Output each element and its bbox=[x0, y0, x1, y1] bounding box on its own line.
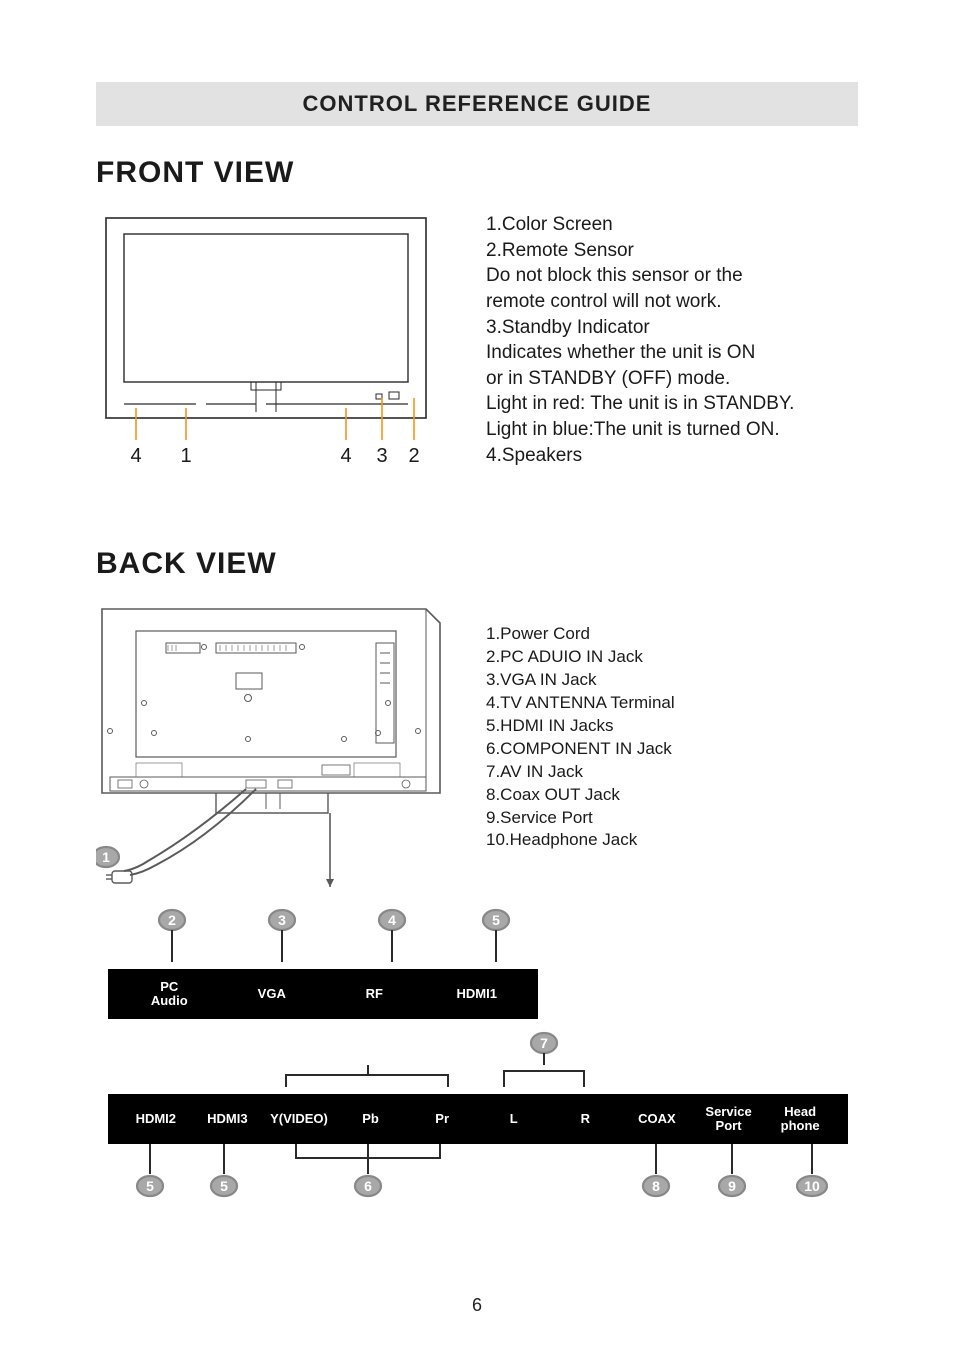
p1-c5: 5 bbox=[492, 912, 500, 928]
back-l10: 10.Headphone Jack bbox=[486, 829, 675, 852]
port-l: L bbox=[478, 1112, 550, 1126]
back-l2: 2.PC ADUIO IN Jack bbox=[486, 646, 675, 669]
p2-c6: 6 bbox=[364, 1178, 372, 1194]
front-l3: Do not block this sensor or the bbox=[486, 263, 794, 289]
port-pr: Pr bbox=[406, 1112, 478, 1126]
front-l7: or in STANDBY (OFF) mode. bbox=[486, 366, 794, 392]
port-vga: VGA bbox=[232, 987, 312, 1001]
port-hdmi3: HDMI3 bbox=[192, 1112, 264, 1126]
port-service: Service Port bbox=[693, 1105, 765, 1134]
p2-c5a: 5 bbox=[146, 1178, 154, 1194]
back-heading: BACK VIEW bbox=[96, 547, 858, 581]
panel2: HDMI2 HDMI3 Y(VIDEO) Pb Pr L R COAX Serv… bbox=[108, 1094, 848, 1144]
front-callout-4b: 4 bbox=[340, 445, 351, 467]
tv-front-icon: 4 1 4 3 2 bbox=[96, 212, 446, 482]
port-coax: COAX bbox=[621, 1112, 693, 1126]
panel2-bottom-callouts-icon: 5 5 6 8 9 10 bbox=[96, 1144, 856, 1200]
back-desc: 1.Power Cord 2.PC ADUIO IN Jack 3.VGA IN… bbox=[486, 603, 675, 852]
front-l6: Indicates whether the unit is ON bbox=[486, 340, 794, 366]
front-l2: 2.Remote Sensor bbox=[486, 238, 794, 264]
back-l9: 9.Service Port bbox=[486, 807, 675, 830]
front-callout-3: 3 bbox=[376, 445, 387, 467]
panel1-callouts-icon: 2 3 4 5 bbox=[96, 908, 556, 964]
back-l4: 4.TV ANTENNA Terminal bbox=[486, 692, 675, 715]
port-rf: RF bbox=[334, 987, 414, 1001]
front-callout-1: 1 bbox=[180, 445, 191, 467]
back-l5: 5.HDMI IN Jacks bbox=[486, 715, 675, 738]
front-diagram: 4 1 4 3 2 bbox=[96, 212, 446, 487]
port-hdmi2: HDMI2 bbox=[120, 1112, 192, 1126]
title-bar: CONTROL REFERENCE GUIDE bbox=[96, 82, 858, 126]
p1-c3: 3 bbox=[278, 912, 286, 928]
p2-c7: 7 bbox=[540, 1035, 548, 1051]
p2-c9: 9 bbox=[728, 1178, 736, 1194]
page-number: 6 bbox=[0, 1295, 954, 1316]
port-pcaudio: PC Audio bbox=[129, 980, 209, 1009]
p2-c5b: 5 bbox=[220, 1178, 228, 1194]
back-l8: 8.Coax OUT Jack bbox=[486, 784, 675, 807]
panel1: PC Audio VGA RF HDMI1 bbox=[108, 969, 538, 1019]
back-l1: 1.Power Cord bbox=[486, 623, 675, 646]
p2-c10: 10 bbox=[804, 1178, 820, 1194]
front-l4: remote control will not work. bbox=[486, 289, 794, 315]
panel2-strip: 7 HDMI2 HDMI3 Y(VIDEO) Pb Pr L R COAX Se… bbox=[96, 1031, 858, 1205]
title-bar-text: CONTROL REFERENCE GUIDE bbox=[303, 91, 652, 117]
front-l5: 3.Standby Indicator bbox=[486, 315, 794, 341]
front-heading: FRONT VIEW bbox=[96, 156, 858, 190]
back-callout-1: 1 bbox=[102, 849, 110, 865]
front-l1: 1.Color Screen bbox=[486, 212, 794, 238]
p2-c8: 8 bbox=[652, 1178, 660, 1194]
front-callout-4a: 4 bbox=[130, 445, 141, 467]
front-row: 4 1 4 3 2 1.Color Screen 2.Remote Sensor… bbox=[96, 212, 858, 487]
front-l8: Light in red: The unit is in STANDBY. bbox=[486, 391, 794, 417]
front-section: FRONT VIEW bbox=[96, 156, 858, 487]
port-r: R bbox=[550, 1112, 622, 1126]
back-l3: 3.VGA IN Jack bbox=[486, 669, 675, 692]
front-callout-2: 2 bbox=[408, 445, 419, 467]
front-l10: 4.Speakers bbox=[486, 443, 794, 469]
port-headphone: Head phone bbox=[764, 1105, 836, 1134]
port-hdmi1: HDMI1 bbox=[437, 987, 517, 1001]
back-diagram: 1 bbox=[96, 603, 446, 898]
back-row: 1 1.Power Cord 2.PC ADUIO IN Jack 3.VGA … bbox=[96, 603, 858, 898]
back-section: BACK VIEW bbox=[96, 547, 858, 1205]
back-l6: 6.COMPONENT IN Jack bbox=[486, 738, 675, 761]
front-desc: 1.Color Screen 2.Remote Sensor Do not bl… bbox=[486, 212, 794, 468]
back-l7: 7.AV IN Jack bbox=[486, 761, 675, 784]
port-yvideo: Y(VIDEO) bbox=[263, 1112, 335, 1126]
panel2-top-callouts-icon: 7 bbox=[96, 1031, 856, 1089]
tv-back-icon: 1 bbox=[96, 603, 446, 893]
panel1-strip: 2 3 4 5 PC Audio VGA RF HDMI1 bbox=[96, 908, 858, 1019]
port-pb: Pb bbox=[335, 1112, 407, 1126]
p1-c4: 4 bbox=[388, 912, 396, 928]
p1-c2: 2 bbox=[168, 912, 176, 928]
front-l9: Light in blue:The unit is turned ON. bbox=[486, 417, 794, 443]
